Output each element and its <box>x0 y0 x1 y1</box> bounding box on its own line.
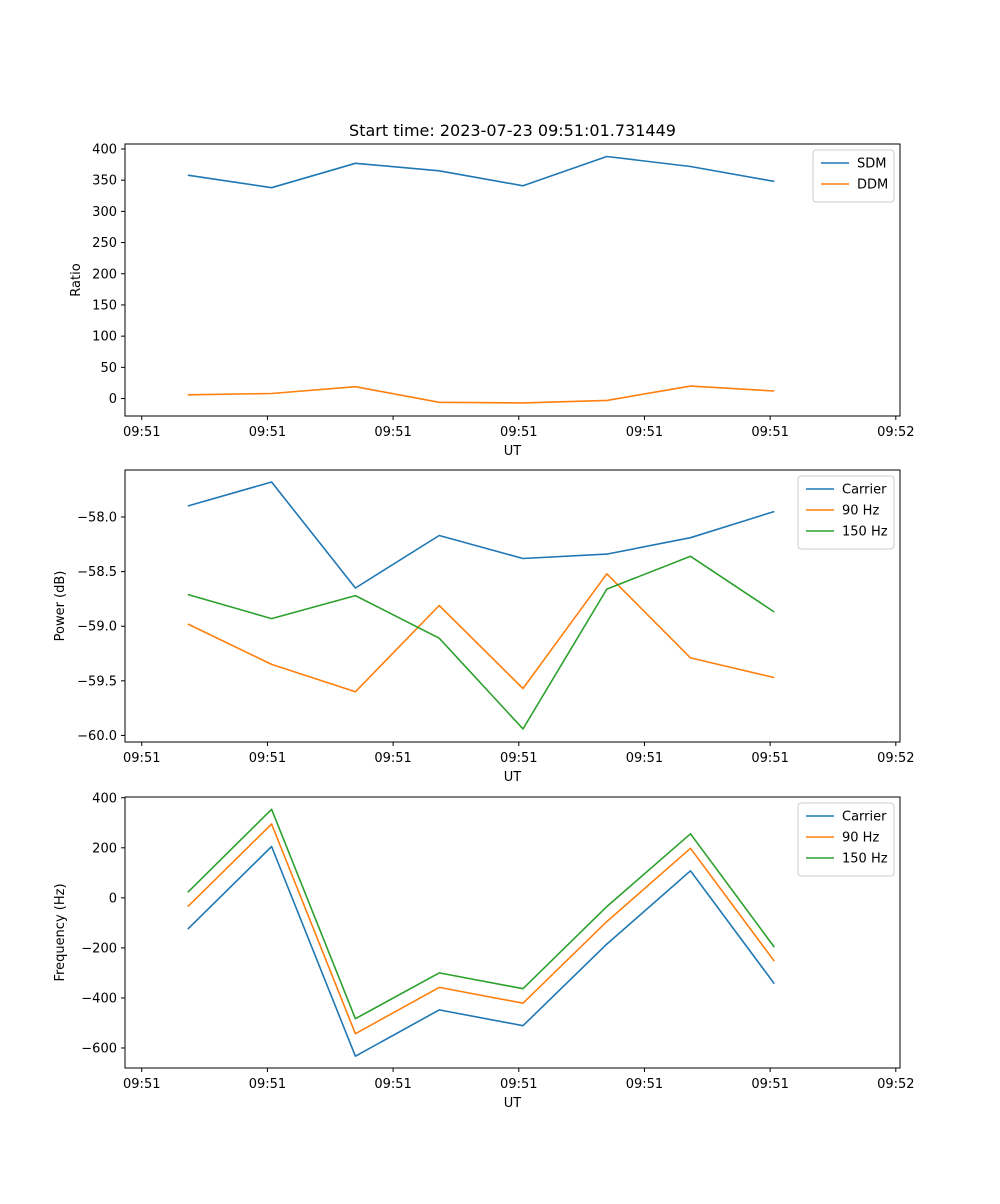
frequency-x-tick-label: 09:51 <box>751 1077 788 1092</box>
ratio-y-tick-label: 200 <box>92 267 117 282</box>
frequency-axes-frame <box>124 796 901 1069</box>
frequency-legend-label: Carrier <box>842 810 887 825</box>
ratio-y-tick-label: 350 <box>92 174 117 189</box>
power-axes-frame <box>124 469 901 743</box>
ratio-x-tick-label: 09:52 <box>877 425 914 440</box>
ratio-axes-frame <box>124 143 901 417</box>
ratio-y-tick-label: 300 <box>92 205 117 220</box>
ratio-y-tick-label: 0 <box>109 392 117 407</box>
power-x-tick-label: 09:51 <box>249 751 286 766</box>
frequency-x-tick-label: 09:52 <box>877 1077 914 1092</box>
ratio-x-tick-label: 09:51 <box>374 425 411 440</box>
frequency-y-axis-label: Frequency (Hz) <box>53 883 68 981</box>
ratio-legend-label: SDM <box>857 157 886 172</box>
chart-title: Start time: 2023-07-23 09:51:01.731449 <box>349 121 676 140</box>
power-y-tick-label: −59.0 <box>77 620 117 635</box>
power-x-tick-label: 09:51 <box>374 751 411 766</box>
ratio-series-line-sdm <box>187 155 775 189</box>
ratio-y-tick-label: 250 <box>92 236 117 251</box>
ratio-x-axis-label: UT <box>504 444 522 459</box>
power-x-tick-label: 09:51 <box>626 751 663 766</box>
ratio-y-tick-label: 50 <box>100 361 117 376</box>
frequency-y-tick-label: 400 <box>92 791 117 806</box>
power-y-tick-label: −59.5 <box>77 674 117 689</box>
ratio-x-tick-label: 09:51 <box>626 425 663 440</box>
power-panel: 09:51 09:51 09:51 09:51 09:51 09:51 09:52 −60.0… <box>53 469 915 785</box>
power-series-line-150-hz <box>187 555 775 730</box>
frequency-x-tick-label: 09:51 <box>500 1077 537 1092</box>
frequency-x-axis-label: UT <box>504 1096 522 1111</box>
ratio-x-tick-label: 09:51 <box>249 425 286 440</box>
power-x-tick-label: 09:51 <box>500 751 537 766</box>
frequency-y-tick-label: −200 <box>81 941 117 956</box>
power-y-tick-label: −58.0 <box>77 510 117 525</box>
frequency-x-tick-label: 09:51 <box>123 1077 160 1092</box>
ratio-y-tick-label: 150 <box>92 298 117 313</box>
frequency-x-tick-label: 09:51 <box>249 1077 286 1092</box>
frequency-x-tick-label: 09:51 <box>374 1077 411 1092</box>
ratio-y-axis-label: Ratio <box>69 263 84 296</box>
power-series-line-carrier <box>187 481 775 589</box>
power-x-tick-label: 09:52 <box>877 751 914 766</box>
ratio-y-tick-label: 400 <box>92 142 117 157</box>
ratio-x-tick-label: 09:51 <box>500 425 537 440</box>
power-series-line-90-hz <box>187 572 775 693</box>
power-x-tick-label: 09:51 <box>751 751 788 766</box>
frequency-y-tick-label: −600 <box>81 1041 117 1056</box>
ratio-x-tick-label: 09:51 <box>123 425 160 440</box>
frequency-y-tick-label: −400 <box>81 991 117 1006</box>
frequency-legend-label: 90 Hz <box>842 831 879 846</box>
frequency-series-line-90-hz <box>187 823 775 1035</box>
power-legend-label: 90 Hz <box>842 504 879 519</box>
power-x-axis-label: UT <box>504 770 522 785</box>
frequency-y-tick-label: 0 <box>109 891 117 906</box>
ratio-y-tick-label: 100 <box>92 330 117 345</box>
ratio-panel: 09:51 09:51 09:51 09:51 09:51 09:51 09:52 0 50 10… <box>69 142 915 459</box>
frequency-panel: 09:51 09:51 09:51 09:51 09:51 09:51 09:52 −600 −… <box>53 791 915 1111</box>
power-legend-label: 150 Hz <box>842 525 888 540</box>
power-legend-label: Carrier <box>842 483 887 498</box>
ratio-legend-label: DDM <box>857 178 888 193</box>
power-x-tick-label: 09:51 <box>123 751 160 766</box>
power-y-tick-label: −58.5 <box>77 565 117 580</box>
frequency-legend-label: 150 Hz <box>842 852 888 867</box>
frequency-x-tick-label: 09:51 <box>626 1077 663 1092</box>
ratio-x-tick-label: 09:51 <box>751 425 788 440</box>
power-y-axis-label: Power (dB) <box>53 571 68 642</box>
frequency-series-line-carrier <box>187 845 775 1057</box>
ratio-series-line-ddm <box>187 385 775 404</box>
frequency-y-tick-label: 200 <box>92 841 117 856</box>
power-y-tick-label: −60.0 <box>77 729 117 744</box>
frequency-series-line-150-hz <box>187 808 775 1020</box>
